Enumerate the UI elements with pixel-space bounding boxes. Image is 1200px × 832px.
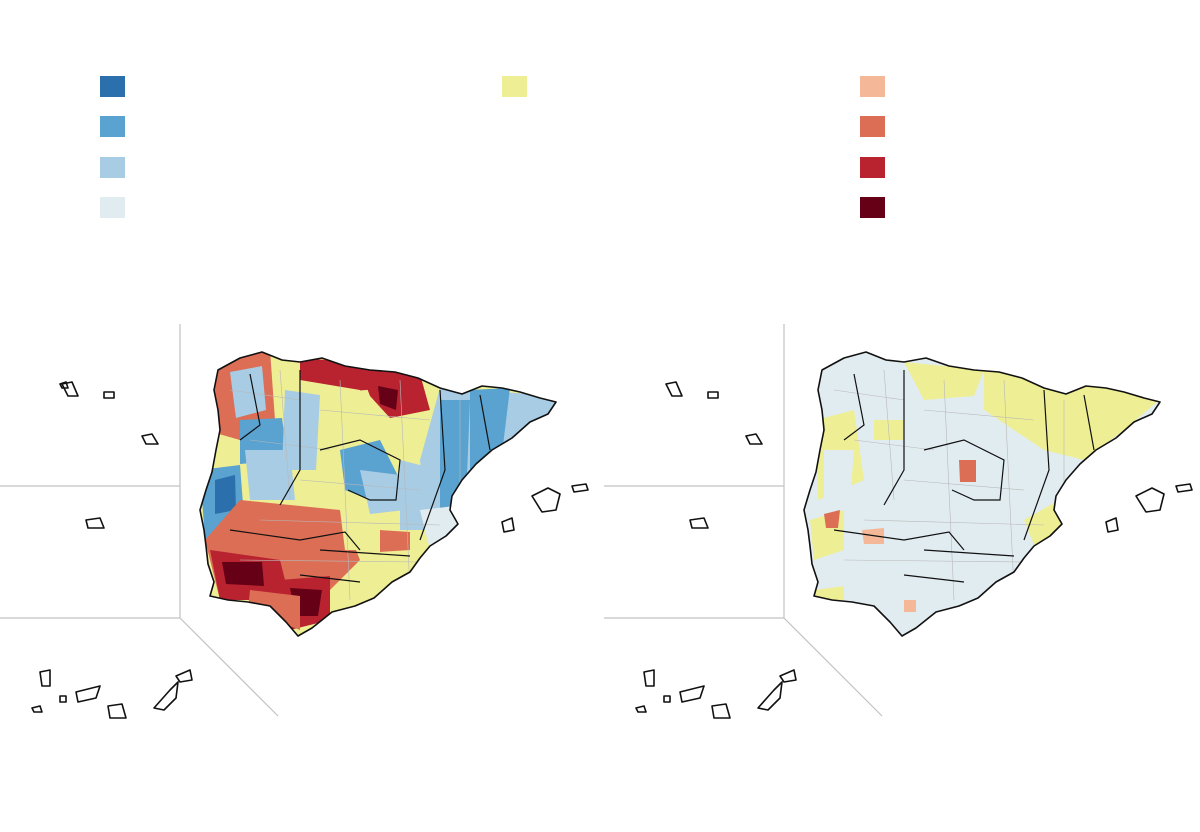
azores-island-3-right (707, 391, 719, 399)
legend-swatch-yellow (502, 76, 527, 97)
choropleth-right (804, 352, 1160, 636)
balearic-island-ibiza-left (501, 517, 515, 533)
region-borders-left (229, 369, 491, 601)
choropleth-left (200, 352, 556, 636)
azores-island-4-left (141, 433, 159, 445)
color-legend (0, 0, 1200, 230)
azores-island-4-right (745, 433, 763, 445)
legend-swatch-blue-light (100, 157, 125, 178)
balearic-island-menorca-right (1175, 483, 1193, 493)
legend-swatch-blue-pale (100, 197, 125, 218)
azores-island-2-left (59, 381, 69, 389)
legend-swatch-blue-dark (100, 76, 125, 97)
map-left (0, 324, 589, 719)
maps-svg (0, 324, 1193, 719)
legend-swatch-blue-mid (100, 116, 125, 137)
canary-islands-right (635, 669, 797, 719)
balearic-island-mallorca-left (531, 487, 561, 513)
balearic-island-mallorca-right (1135, 487, 1165, 513)
azores-island-5-left (85, 517, 105, 529)
balearic-island-menorca-left (571, 483, 589, 493)
canary-islands-left (31, 669, 193, 719)
azores-island-5-right (689, 517, 709, 529)
region-borders-right (833, 369, 1095, 601)
azores-island-right (665, 381, 683, 397)
map-right (604, 324, 1193, 719)
legend-swatch-red-pale (860, 76, 885, 97)
azores-island-3-left (103, 391, 115, 399)
maps-container (0, 300, 1200, 740)
azores-island-left (61, 381, 79, 397)
balearic-island-ibiza-right (1105, 517, 1119, 533)
legend-swatch-red-dark (860, 157, 885, 178)
inset-frame-left (0, 324, 279, 717)
inset-frame-right (604, 324, 883, 717)
legend-swatch-red-mid (860, 116, 885, 137)
legend-swatch-red-darkest (860, 197, 885, 218)
